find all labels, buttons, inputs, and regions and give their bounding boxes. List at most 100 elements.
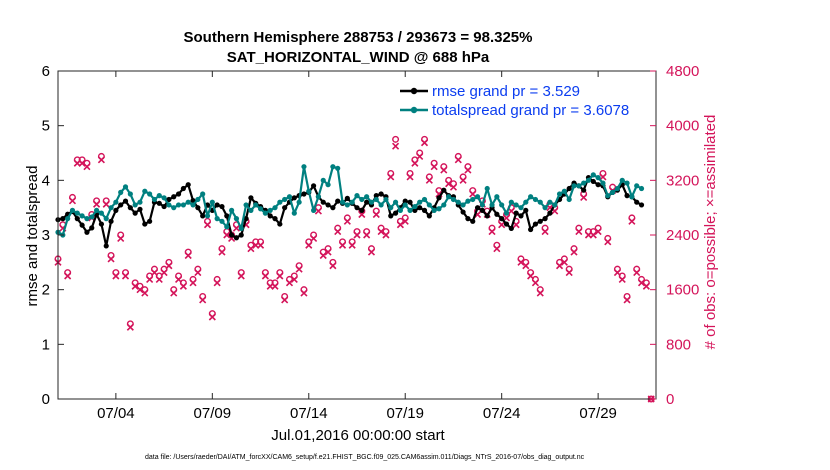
right-y-axis: 0 800 1600 2400 3200 4000 4800 bbox=[650, 63, 699, 408]
rmse-point bbox=[180, 185, 186, 192]
obs-assimilated-marker bbox=[555, 262, 564, 270]
rmse-point bbox=[624, 193, 630, 199]
totalspread-point bbox=[224, 224, 230, 230]
totalspread-point bbox=[272, 205, 278, 211]
obs-assimilated-marker bbox=[459, 176, 467, 184]
totalspread-point bbox=[528, 194, 534, 200]
obs-assimilated-marker bbox=[93, 200, 101, 208]
totalspread-point bbox=[253, 202, 259, 208]
obs-assimilated-marker bbox=[141, 289, 149, 297]
totalspread-point bbox=[349, 199, 355, 205]
obs-assimilated-marker bbox=[281, 296, 289, 304]
rmse-point bbox=[113, 207, 119, 213]
rmse-point bbox=[373, 193, 379, 199]
rmse-point bbox=[238, 232, 244, 238]
totalspread-point bbox=[436, 206, 442, 212]
totalspread-point bbox=[537, 199, 543, 205]
totalspread-point bbox=[267, 207, 273, 213]
rmse-point bbox=[330, 205, 336, 211]
rmse-point bbox=[532, 221, 539, 227]
totalspread-point bbox=[503, 210, 510, 216]
rmse-point bbox=[460, 209, 466, 215]
totalspread-point bbox=[590, 172, 596, 178]
totalspread-point bbox=[605, 193, 611, 199]
rmse-point bbox=[310, 183, 317, 189]
obs-assimilated-marker bbox=[425, 176, 433, 184]
obs-assimilated-marker bbox=[623, 296, 631, 304]
obs-assimilated-marker bbox=[165, 262, 173, 270]
obs-assimilated-marker bbox=[131, 282, 139, 290]
totalspread-point bbox=[233, 216, 240, 222]
right-y-tick-label: 800 bbox=[666, 336, 691, 353]
obs-assimilated-marker bbox=[247, 245, 255, 253]
rmse-point bbox=[402, 198, 408, 204]
totalspread-point bbox=[219, 218, 225, 224]
rmse-point bbox=[161, 203, 167, 210]
obs-count-markers bbox=[54, 135, 655, 403]
x-tick-label: 07/19 bbox=[386, 405, 424, 422]
rmse-point bbox=[441, 187, 447, 193]
obs-assimilated-marker bbox=[358, 210, 366, 219]
chart-title-line2: SAT_HORIZONTAL_WIND @ 688 hPa bbox=[227, 49, 490, 66]
totalspread-point bbox=[209, 199, 215, 205]
totalspread-point bbox=[513, 202, 519, 208]
rmse-point bbox=[590, 178, 596, 185]
totalspread-point bbox=[460, 202, 466, 208]
totalspread-point bbox=[214, 216, 220, 222]
rmse-point bbox=[537, 218, 543, 224]
totalspread-point bbox=[74, 210, 80, 216]
rmse-point bbox=[470, 218, 476, 224]
obs-assimilated-marker bbox=[203, 221, 212, 229]
obs-assimilated-marker bbox=[570, 248, 578, 256]
obs-assimilated-marker bbox=[218, 248, 226, 256]
obs-assimilated-marker bbox=[290, 275, 298, 283]
legend-marker-rmse bbox=[410, 87, 418, 95]
right-y-tick-label: 4800 bbox=[666, 63, 699, 80]
rmse-point bbox=[243, 216, 249, 222]
totalspread-point bbox=[392, 199, 399, 205]
totalspread-point bbox=[147, 191, 153, 197]
rmse-point bbox=[248, 195, 254, 201]
legend-marker-totalspread bbox=[410, 106, 418, 114]
rmse-point bbox=[301, 191, 307, 197]
right-y-tick-label: 2400 bbox=[666, 227, 699, 244]
obs-assimilated-marker bbox=[300, 289, 308, 297]
totalspread-point bbox=[600, 180, 606, 186]
x-tick-label: 07/14 bbox=[290, 405, 328, 422]
totalspread-point bbox=[65, 216, 71, 222]
obs-assimilated-marker bbox=[445, 180, 453, 188]
totalspread-point bbox=[542, 205, 548, 211]
totalspread-point bbox=[407, 207, 413, 213]
obs-assimilated-marker bbox=[174, 275, 183, 283]
totalspread-point bbox=[238, 225, 244, 232]
obs-assimilated-marker bbox=[367, 248, 376, 256]
obs-assimilated-marker bbox=[324, 248, 332, 256]
obs-assimilated-marker bbox=[382, 231, 390, 239]
obs-assimilated-marker bbox=[411, 159, 419, 167]
rmse-point bbox=[638, 202, 645, 208]
rmse-point bbox=[175, 191, 182, 197]
rmse-point bbox=[74, 216, 80, 222]
totalspread-point bbox=[166, 202, 172, 208]
left-y-tick-label: 0 bbox=[42, 391, 50, 408]
legend: rmse grand pr = 3.529 totalspread grand … bbox=[396, 80, 654, 120]
obs-assimilated-marker bbox=[126, 323, 134, 331]
data-file-footnote: data file: /Users/raeder/DAI/ATM_forcXX/… bbox=[145, 454, 585, 461]
obs-assimilated-marker bbox=[594, 228, 602, 236]
totalspread-point bbox=[547, 199, 553, 205]
totalspread-point bbox=[412, 203, 418, 210]
rmse-point bbox=[344, 195, 350, 201]
rmse-point bbox=[171, 194, 177, 200]
right-y-axis-label: # of obs: o=possible; ×=assimilated bbox=[702, 115, 719, 350]
totalspread-point bbox=[595, 175, 601, 181]
rmse-point bbox=[417, 205, 423, 211]
rmse-point bbox=[542, 216, 548, 222]
totalspread-point bbox=[98, 210, 105, 216]
legend-box bbox=[396, 80, 654, 120]
totalspread-point bbox=[151, 196, 158, 203]
totalspread-point bbox=[446, 194, 452, 200]
rmse-point bbox=[436, 195, 442, 201]
rmse-point bbox=[421, 207, 428, 213]
totalspread-point bbox=[474, 194, 481, 200]
